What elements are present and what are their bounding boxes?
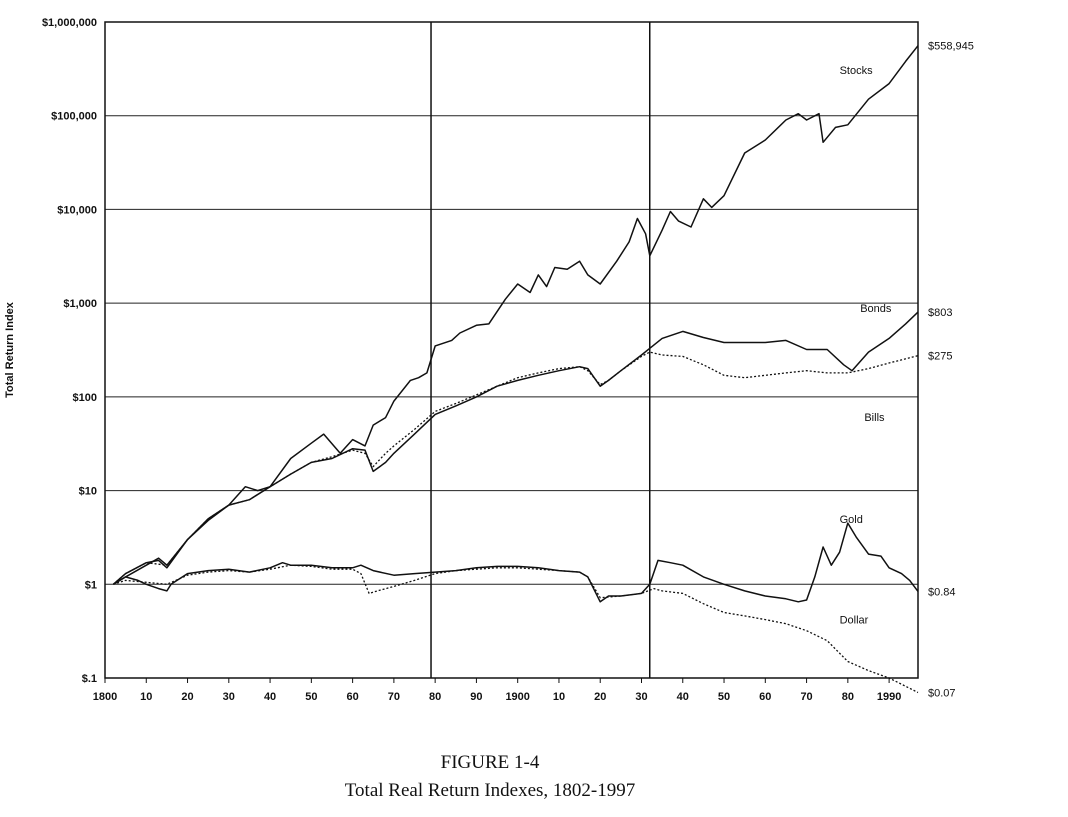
x-tick-label: 80	[429, 691, 441, 703]
series-end-value-label: $0.07	[928, 688, 956, 700]
line-chart: $.1 $1 $10 $100 $1,000 $10,000 $100,000 $1,000,…	[4, 17, 974, 703]
x-tick-label: 30	[223, 691, 235, 703]
x-tick-label: 40	[677, 691, 689, 703]
plot-frame	[104, 21, 919, 679]
x-tick-label: 90	[470, 691, 482, 703]
series-line-gold	[112, 522, 919, 603]
series-name-label: Dollar	[840, 615, 869, 627]
series-lines	[112, 45, 919, 694]
series-end-value-label: $803	[928, 307, 952, 319]
x-tick-label: 70	[388, 691, 400, 703]
x-tick-label: 50	[718, 691, 730, 703]
x-tick-label: 1800	[93, 691, 117, 703]
x-tick-label: 10	[553, 691, 565, 703]
series-name-label: Bonds	[860, 303, 892, 315]
y-axis-label: Total Return Index	[4, 301, 16, 398]
y-axis-ticks: $.1 $1 $10 $100 $1,000 $10,000 $100,000 $1,000,…	[42, 17, 97, 685]
x-tick-label: 20	[181, 691, 193, 703]
x-tick-label: 20	[594, 691, 606, 703]
grid-lines	[105, 21, 918, 679]
y-tick-label: $1,000,000	[42, 17, 97, 29]
series-end-value-label: $0.84	[928, 586, 956, 598]
x-tick-label: 60	[759, 691, 771, 703]
y-tick-label: $1,000	[63, 298, 97, 310]
y-tick-label: $.1	[82, 673, 97, 685]
x-tick-label: 40	[264, 691, 276, 703]
y-tick-label: $100	[73, 392, 97, 404]
series-line-stocks	[112, 45, 919, 585]
y-tick-label: $1	[85, 579, 97, 591]
y-tick-label: $10	[79, 486, 97, 498]
figure-number: FIGURE 1-4	[440, 752, 540, 773]
x-tick-label: 1900	[505, 691, 529, 703]
series-labels: Stocks $558,945 Bonds $803 Bills $275 Gold $0.8…	[840, 41, 974, 700]
figure-caption: Total Real Return Indexes, 1802-1997	[344, 780, 636, 801]
x-tick-label: 50	[305, 691, 317, 703]
series-name-label: Bills	[864, 412, 885, 424]
series-line-bonds	[112, 311, 919, 585]
x-tick-label: 10	[140, 691, 152, 703]
series-name-label: Stocks	[840, 65, 874, 77]
x-tick-label: 30	[635, 691, 647, 703]
y-tick-label: $100,000	[51, 111, 97, 123]
series-end-value-label: $275	[928, 351, 952, 363]
x-tick-label: 70	[800, 691, 812, 703]
x-tick-label: 1990	[877, 691, 901, 703]
x-tick-label: 60	[346, 691, 358, 703]
series-name-label: Gold	[840, 514, 863, 526]
y-tick-label: $10,000	[57, 204, 97, 216]
x-axis-ticks: 1800 10 20 30 40 50 60 70 80 90 1900 10 20 30 40 50 60 70…	[93, 678, 901, 703]
series-line-dollar	[113, 564, 919, 694]
x-tick-label: 80	[842, 691, 854, 703]
series-line-bills	[112, 351, 919, 585]
series-end-value-label: $558,945	[928, 41, 974, 53]
